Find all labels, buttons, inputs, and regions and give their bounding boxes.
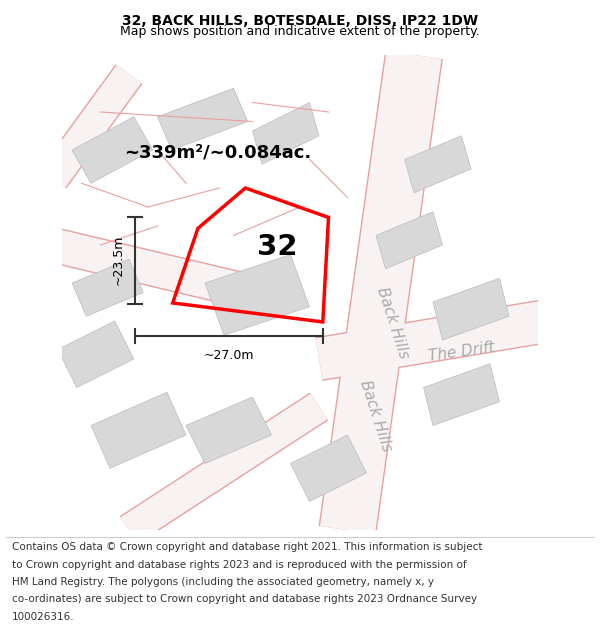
Polygon shape	[404, 136, 471, 192]
Text: ~23.5m: ~23.5m	[111, 235, 124, 286]
Polygon shape	[424, 364, 499, 426]
Text: 100026316.: 100026316.	[12, 611, 74, 621]
Polygon shape	[157, 88, 248, 150]
Text: The Drift: The Drift	[427, 340, 496, 364]
Polygon shape	[91, 392, 186, 468]
Polygon shape	[376, 212, 443, 269]
Text: ~339m²/~0.084ac.: ~339m²/~0.084ac.	[124, 143, 311, 161]
Text: Contains OS data © Crown copyright and database right 2021. This information is : Contains OS data © Crown copyright and d…	[12, 542, 482, 552]
Text: HM Land Registry. The polygons (including the associated geometry, namely x, y: HM Land Registry. The polygons (includin…	[12, 577, 434, 587]
Text: 32: 32	[257, 233, 298, 261]
Text: 32, BACK HILLS, BOTESDALE, DISS, IP22 1DW: 32, BACK HILLS, BOTESDALE, DISS, IP22 1D…	[122, 14, 478, 28]
Text: Back Hills: Back Hills	[358, 378, 395, 454]
Text: Back Hills: Back Hills	[374, 286, 411, 361]
Polygon shape	[58, 321, 134, 388]
Text: to Crown copyright and database rights 2023 and is reproduced with the permissio: to Crown copyright and database rights 2…	[12, 559, 467, 569]
Text: co-ordinates) are subject to Crown copyright and database rights 2023 Ordnance S: co-ordinates) are subject to Crown copyr…	[12, 594, 477, 604]
Text: ~27.0m: ~27.0m	[203, 349, 254, 361]
Polygon shape	[186, 397, 271, 464]
Polygon shape	[205, 254, 310, 335]
Polygon shape	[72, 117, 153, 183]
Polygon shape	[433, 278, 509, 340]
Polygon shape	[72, 259, 143, 316]
Text: Map shows position and indicative extent of the property.: Map shows position and indicative extent…	[120, 26, 480, 39]
Polygon shape	[253, 102, 319, 164]
Polygon shape	[290, 435, 367, 501]
